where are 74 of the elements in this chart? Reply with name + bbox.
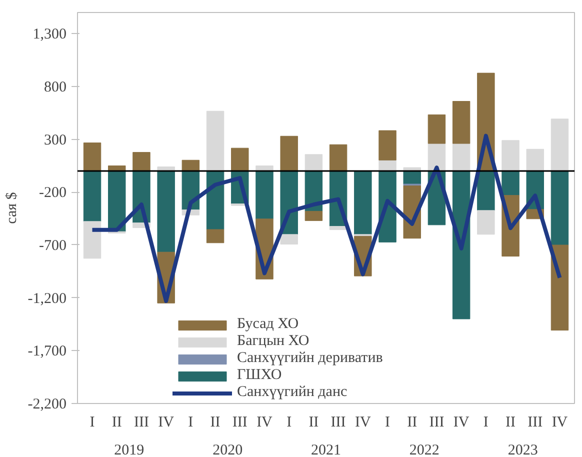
x-tick-label: IV: [158, 414, 174, 430]
bar: [378, 130, 396, 160]
bar: [526, 148, 544, 172]
x-tick-label: II: [506, 414, 516, 430]
text: 2019: [114, 442, 144, 457]
x-tick-label: IV: [552, 414, 568, 430]
bar: [83, 221, 102, 259]
x-tick-label: III: [528, 414, 543, 430]
x-tick-label: I: [385, 414, 390, 430]
x-tick-label: I: [286, 414, 292, 430]
bar: [502, 140, 520, 172]
x-tick-label: III: [134, 414, 149, 430]
text: 2022: [409, 442, 440, 457]
y-tick-label: 1,300: [32, 26, 66, 43]
y-tick-label: -200: [39, 185, 67, 202]
bar: [132, 152, 150, 172]
bar: [550, 244, 569, 331]
bar: [502, 170, 520, 196]
y-tick-label: -2,200: [28, 396, 67, 412]
x-tick-label: II: [112, 414, 122, 430]
x-tick-label: I: [90, 414, 95, 430]
y-tick-label: -1,700: [28, 344, 67, 360]
bar: [108, 170, 126, 232]
bar: [280, 136, 298, 172]
y-tick-label: -1,200: [28, 290, 67, 307]
x-tick-label: II: [210, 414, 220, 430]
x-tick-label: II: [308, 414, 319, 430]
bar: [83, 170, 102, 222]
x-tick-label: III: [330, 414, 346, 430]
bar: [304, 210, 323, 221]
legend-label: ГШХО: [237, 367, 282, 384]
bar: [354, 170, 372, 235]
line-series: [90, 134, 562, 303]
bar: [182, 160, 200, 172]
x-tick-label: III: [232, 414, 248, 430]
bar: [378, 160, 396, 172]
bar: [280, 234, 298, 244]
y-tick-label: 800: [44, 79, 66, 96]
bar: [256, 170, 274, 220]
bar: [477, 170, 495, 211]
bar: [452, 143, 470, 172]
bar: [329, 226, 348, 230]
legend-label: Бусад ХО: [237, 316, 299, 333]
x-tick-label: II: [407, 414, 418, 430]
bar: [256, 165, 274, 172]
x-tick-label: I: [188, 414, 194, 430]
bar: [329, 144, 348, 172]
legend-label: Санхүүгийн дериватив: [237, 350, 383, 367]
y-tick-label: 300: [44, 132, 66, 148]
bar: [428, 143, 446, 172]
x-tick-label: III: [429, 414, 444, 430]
legend-label: Багцын ХО: [237, 333, 310, 350]
bar: [108, 165, 126, 172]
bar: [550, 170, 569, 246]
bar: [157, 170, 175, 252]
x-tick-label: IV: [453, 414, 470, 430]
text: 2020: [212, 442, 243, 457]
legend-label: Санхүүгийн данс: [237, 384, 348, 401]
x-tick-label: IV: [256, 414, 273, 430]
text: 2021: [311, 442, 341, 457]
text: 2023: [508, 442, 538, 457]
bar: [452, 101, 470, 144]
y-tick-label: -700: [39, 238, 67, 254]
bar: [206, 110, 224, 172]
bar: [428, 114, 446, 144]
x-tick-label: IV: [354, 414, 371, 430]
x-tick-label: I: [483, 414, 488, 430]
bar: [206, 229, 224, 244]
bar: [83, 142, 102, 172]
bar: [231, 148, 249, 172]
y-axis-title: сая $: [4, 192, 20, 224]
bar: [550, 118, 569, 172]
bar: [304, 154, 323, 172]
bar: [477, 210, 495, 235]
